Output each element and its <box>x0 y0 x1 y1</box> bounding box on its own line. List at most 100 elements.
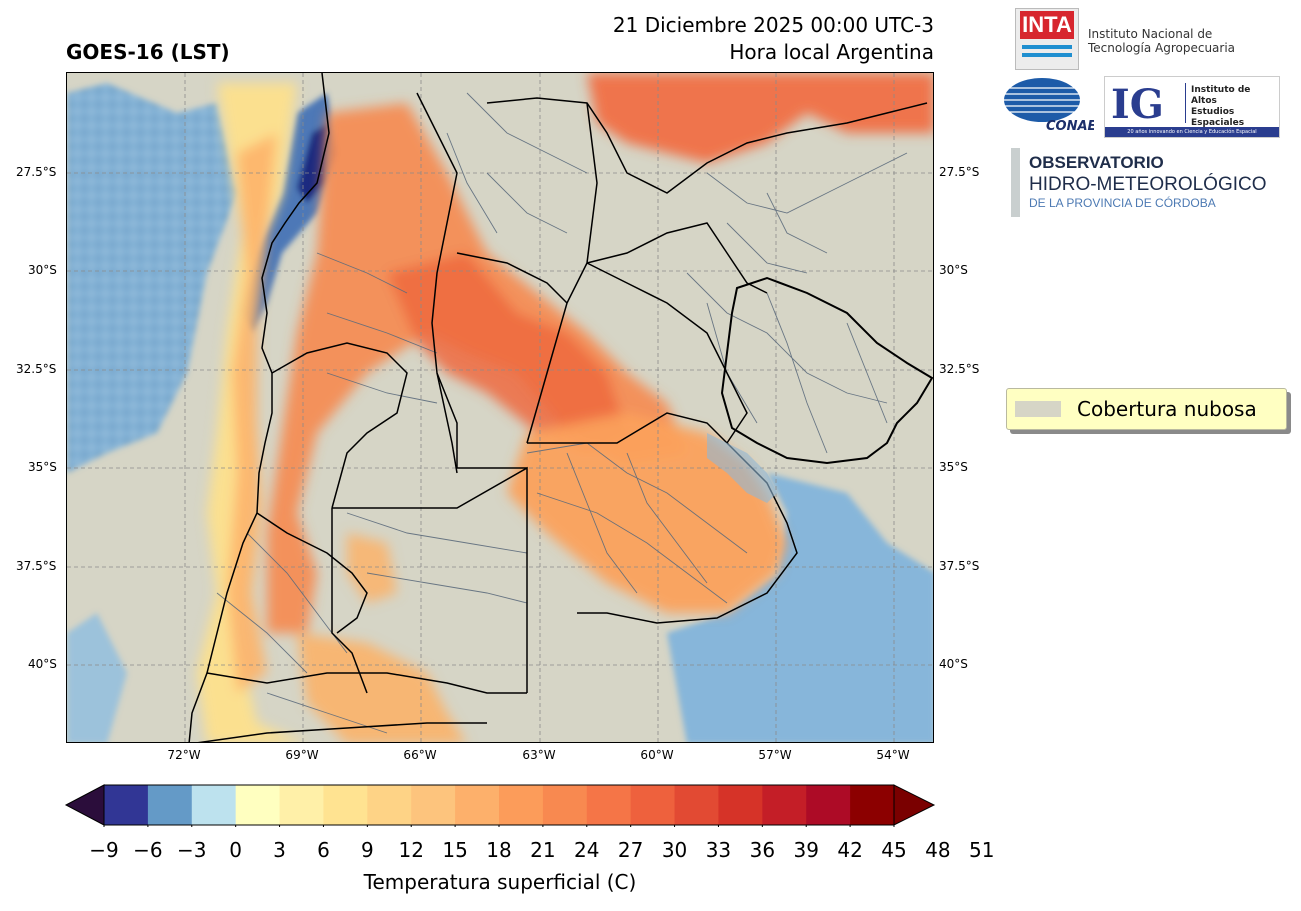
cloud-legend: Cobertura nubosa <box>1006 388 1287 430</box>
colorbar-bin <box>586 785 632 825</box>
ig-name-line: Estudios Espaciales <box>1191 107 1245 128</box>
colorbar-bin <box>850 785 895 825</box>
map-svg <box>67 73 933 742</box>
inta-name-line: Tecnología Agropecuaria <box>1088 41 1236 55</box>
province-borders <box>188 73 928 742</box>
colorbar-bin <box>455 785 500 825</box>
atlantic-cold <box>667 473 933 742</box>
colorbar-bin <box>323 785 368 825</box>
rio-de-la-plata <box>707 433 777 503</box>
colorbar-bin <box>279 785 324 825</box>
andes-warm-band <box>197 83 303 742</box>
mendoza-warm-patch <box>347 533 397 603</box>
santiago-border <box>416 92 458 474</box>
colorbar-bin <box>191 785 237 825</box>
observatorio-line2: HIDRO-METEOROLÓGICO <box>1029 174 1267 195</box>
colorbar-tick-label: 24 <box>574 838 600 862</box>
lat-label-right: 27.5°S <box>939 165 980 179</box>
cold-areas <box>67 83 933 742</box>
uruguay-border <box>720 276 933 465</box>
date-header: 21 Diciembre 2025 00:00 UTC-3 Hora local… <box>613 12 934 66</box>
colorbar-tick-label: 33 <box>705 838 732 862</box>
northwest-warm <box>267 103 687 633</box>
lat-label-right: 37.5°S <box>939 559 980 573</box>
north-hot <box>587 73 933 163</box>
lon-label: 66°W <box>403 748 437 762</box>
lat-label-left: 35°S <box>28 460 57 474</box>
neuquen-border <box>256 512 368 634</box>
ig-name-line: Instituto de Altos <box>1191 85 1251 106</box>
lat-label-right: 40°S <box>939 657 968 671</box>
colorbar-tick-label: −9 <box>89 838 119 862</box>
pacific-cold-2 <box>67 613 127 742</box>
lat-label-right: 35°S <box>939 460 968 474</box>
colorbar-tick-label: 18 <box>486 838 512 862</box>
lat-label-left: 32.5°S <box>16 362 57 376</box>
lat-label-right: 32.5°S <box>939 362 980 376</box>
local-time-label: Hora local Argentina <box>729 40 934 64</box>
colorbar-tick-label: 27 <box>617 838 644 862</box>
mendoza-border <box>271 342 408 509</box>
inta-name-line: Instituto Nacional de <box>1088 27 1213 41</box>
andes-very-cold <box>297 123 329 203</box>
colorbar-tick-label: 3 <box>273 838 286 862</box>
product-title: GOES-16 (LST) <box>66 40 230 64</box>
colorbar-over-extend <box>893 784 936 826</box>
colorbar-tick-label: 45 <box>881 838 907 862</box>
ig-logo: IG Instituto de Altos Estudios Espaciale… <box>1104 76 1280 139</box>
lon-label: 72°W <box>167 748 201 762</box>
buenos-aires-border <box>527 412 798 624</box>
colorbar-tick-label: 30 <box>661 838 688 862</box>
colorbar-bin <box>806 785 851 825</box>
date-label: 21 Diciembre 2025 00:00 UTC-3 <box>612 13 934 37</box>
chaco-border <box>526 102 598 444</box>
colorbar-bin <box>630 785 676 825</box>
conae-logo: CONAE <box>1004 78 1097 134</box>
colorbar-tick-label: 39 <box>793 838 819 862</box>
colorbar-bin <box>499 785 544 825</box>
colorbar-bin <box>235 785 281 825</box>
colorbar-bin <box>542 785 588 825</box>
andes-border <box>188 73 330 742</box>
lat-label-left: 37.5°S <box>16 559 57 573</box>
patagonia-warm <box>297 633 466 742</box>
colorbar-bin <box>674 785 719 825</box>
colorbar-title: Temperatura superficial (C) <box>363 870 637 894</box>
colorbar-tick-label: 6 <box>317 838 330 862</box>
observatorio-line3: DE LA PROVINCIA DE CÓRDOBA <box>1029 196 1216 210</box>
lon-label: 69°W <box>285 748 319 762</box>
lat-label-right: 30°S <box>939 263 968 277</box>
colorbar-tick-label: 48 <box>925 838 951 862</box>
department-lines <box>216 92 908 734</box>
colorbar-bin <box>367 785 412 825</box>
colorbar-tick-label: 15 <box>442 838 468 862</box>
colorbar-tick-label: −3 <box>177 838 207 862</box>
colorbar-under-extend <box>64 784 105 826</box>
inta-name: Instituto Nacional de Tecnología Agropec… <box>1088 27 1235 55</box>
ig-wordmark: IG <box>1111 81 1164 128</box>
entre-rios-border <box>586 262 748 444</box>
rio-negro-border <box>206 672 527 694</box>
colorbar-tick-label: 51 <box>969 838 995 862</box>
colorbar <box>64 784 936 827</box>
lon-label: 60°W <box>640 748 674 762</box>
lon-label: 63°W <box>522 748 556 762</box>
colorbar-bin <box>411 785 456 825</box>
map-panel[interactable] <box>66 72 934 743</box>
colorbar-tick-label: 12 <box>398 838 424 862</box>
lat-label-left: 30°S <box>28 263 57 277</box>
ig-strip: 20 años innovando en Ciencia y Educación… <box>1105 127 1279 137</box>
cloud-legend-swatch <box>1015 401 1061 417</box>
colorbar-tick-label: 0 <box>229 838 243 862</box>
colorbar-bin <box>104 785 149 825</box>
colorbar-tick-label: −6 <box>133 838 163 862</box>
colorbar-bin <box>762 785 807 825</box>
lat-label-left: 40°S <box>28 657 57 671</box>
lat-label-left: 27.5°S <box>16 165 57 179</box>
cordoba-border <box>436 252 568 469</box>
inta-logo: INTA <box>1015 8 1079 70</box>
colorbar-tick-label: 21 <box>530 838 556 862</box>
north-border <box>486 97 928 194</box>
inta-wordmark: INTA <box>1020 11 1074 39</box>
central-warm <box>387 253 627 453</box>
